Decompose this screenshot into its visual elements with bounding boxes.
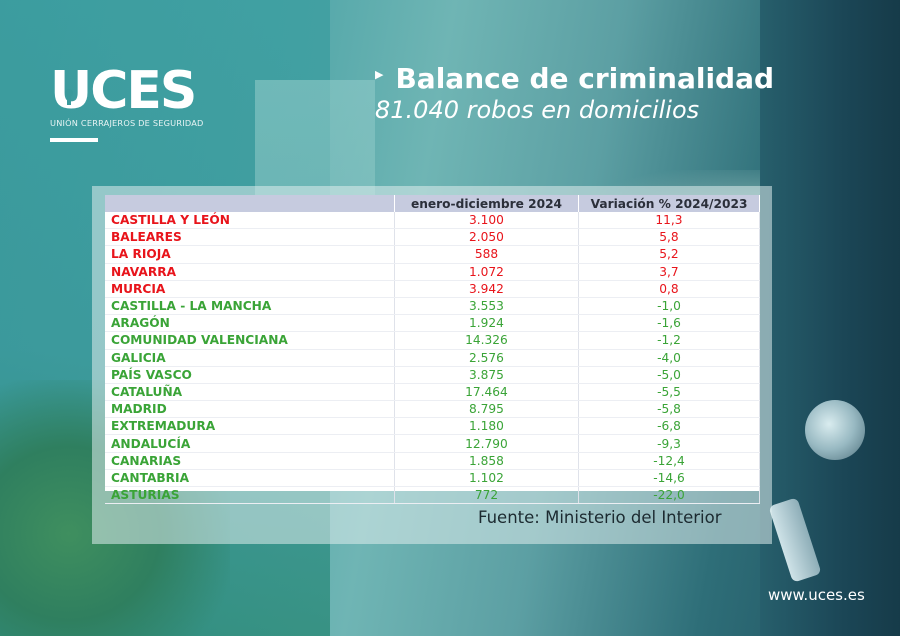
column-header-period: enero-diciembre 2024 — [394, 195, 579, 212]
table-row: BALEARES 2.050 5,8 — [105, 228, 760, 247]
value-cell: 12.790 — [394, 434, 579, 453]
region-cell: GALICIA — [105, 349, 395, 367]
variation-cell: -5,5 — [578, 383, 760, 402]
logo-underline — [50, 138, 98, 142]
table-row: GALICIA 2.576 -4,0 — [105, 349, 760, 367]
uces-logo: UCES UNIÓN CERRAJEROS DE SEGURIDAD — [50, 61, 230, 142]
variation-cell: 5,2 — [578, 245, 760, 264]
keyhole-icon — [65, 89, 73, 105]
region-cell: PAÍS VASCO — [105, 366, 395, 384]
value-cell: 8.795 — [394, 400, 579, 419]
logo-tagline: UNIÓN CERRAJEROS DE SEGURIDAD — [50, 118, 204, 128]
column-header-region — [105, 195, 395, 212]
variation-cell: -14,6 — [578, 469, 760, 488]
table-row: MADRID 8.795 -5,8 — [105, 400, 760, 419]
website-link[interactable]: www.uces.es — [768, 586, 865, 604]
variation-cell: 3,7 — [578, 263, 760, 281]
variation-cell: -22,0 — [578, 486, 760, 505]
variation-cell: -6,8 — [578, 417, 760, 436]
table-row: CANARIAS 1.858 -12,4 — [105, 452, 760, 470]
value-cell: 1.102 — [394, 469, 579, 488]
region-cell: BALEARES — [105, 228, 395, 247]
table-row: ANDALUCÍA 12.790 -9,3 — [105, 434, 760, 453]
table-row: ASTURIAS 772 -22,0 — [105, 486, 760, 505]
region-cell: ARAGÓN — [105, 314, 395, 333]
variation-cell: -9,3 — [578, 434, 760, 453]
table-row: MURCIA 3.942 0,8 — [105, 280, 760, 298]
table-row: CANTABRIA 1.102 -14,6 — [105, 469, 760, 488]
table-row: EXTREMADURA 1.180 -6,8 — [105, 417, 760, 436]
value-cell: 3.875 — [394, 366, 579, 384]
variation-cell: -5,8 — [578, 400, 760, 419]
value-cell: 1.924 — [394, 314, 579, 333]
table-container: enero-diciembre 2024 Variación % 2024/20… — [105, 195, 760, 505]
page-title-row: ▶ Balance de criminalidad — [375, 62, 845, 96]
region-cell: CANTABRIA — [105, 469, 395, 488]
column-header-variation: Variación % 2024/2023 — [578, 195, 760, 212]
table-body: CASTILLA Y LEÓN 3.100 11,3 BALEARES 2.050 5,8… — [105, 212, 760, 505]
page-subtitle: 81.040 robos en domicilios — [375, 96, 700, 124]
header: ▶ Balance de criminalidad 81.040 robos e… — [375, 62, 845, 125]
region-cell: CASTILLA Y LEÓN — [105, 212, 395, 230]
value-cell: 772 — [394, 486, 579, 505]
table-row: CATALUÑA 17.464 -5,5 — [105, 383, 760, 402]
region-cell: LA RIOJA — [105, 245, 395, 264]
table-row: NAVARRA 1.072 3,7 — [105, 263, 760, 281]
region-cell: CATALUÑA — [105, 383, 395, 402]
region-cell: CASTILLA - LA MANCHA — [105, 297, 395, 316]
region-cell: COMUNIDAD VALENCIANA — [105, 331, 395, 350]
variation-cell: -1,0 — [578, 297, 760, 316]
table-row: PAÍS VASCO 3.875 -5,0 — [105, 366, 760, 384]
region-cell: ANDALUCÍA — [105, 434, 395, 453]
table-header-row: enero-diciembre 2024 Variación % 2024/20… — [105, 195, 760, 212]
value-cell: 14.326 — [394, 331, 579, 350]
region-cell: ASTURIAS — [105, 486, 395, 505]
variation-cell: 0,8 — [578, 280, 760, 298]
variation-cell: -4,0 — [578, 349, 760, 367]
region-cell: EXTREMADURA — [105, 417, 395, 436]
source-note: Fuente: Ministerio del Interior — [478, 508, 722, 527]
variation-cell: -12,4 — [578, 452, 760, 470]
region-cell: CANARIAS — [105, 452, 395, 470]
value-cell: 2.576 — [394, 349, 579, 367]
crime-table: enero-diciembre 2024 Variación % 2024/20… — [105, 195, 760, 505]
table-row: CASTILLA Y LEÓN 3.100 11,3 — [105, 212, 760, 230]
value-cell: 1.858 — [394, 452, 579, 470]
table-row: LA RIOJA 588 5,2 — [105, 245, 760, 264]
region-cell: MURCIA — [105, 280, 395, 298]
variation-cell: -1,2 — [578, 331, 760, 350]
page-title: Balance de criminalidad — [395, 62, 775, 95]
value-cell: 3.100 — [394, 212, 579, 230]
value-cell: 3.553 — [394, 297, 579, 316]
variation-cell: -5,0 — [578, 366, 760, 384]
logo-wordmark: UCES — [50, 61, 197, 121]
value-cell: 588 — [394, 245, 579, 264]
value-cell: 17.464 — [394, 383, 579, 402]
value-cell: 1.072 — [394, 263, 579, 281]
logo-mark: UCES — [50, 61, 230, 121]
value-cell: 1.180 — [394, 417, 579, 436]
variation-cell: 5,8 — [578, 228, 760, 247]
table-row: COMUNIDAD VALENCIANA 14.326 -1,2 — [105, 331, 760, 350]
region-cell: NAVARRA — [105, 263, 395, 281]
value-cell: 2.050 — [394, 228, 579, 247]
variation-cell: 11,3 — [578, 212, 760, 230]
region-cell: MADRID — [105, 400, 395, 419]
value-cell: 3.942 — [394, 280, 579, 298]
data-card: enero-diciembre 2024 Variación % 2024/20… — [92, 186, 772, 544]
lock-icon — [805, 400, 865, 460]
variation-cell: -1,6 — [578, 314, 760, 333]
triangle-bullet-icon: ▶ — [375, 68, 384, 81]
table-row: CASTILLA - LA MANCHA 3.553 -1,0 — [105, 297, 760, 316]
table-row: ARAGÓN 1.924 -1,6 — [105, 314, 760, 333]
